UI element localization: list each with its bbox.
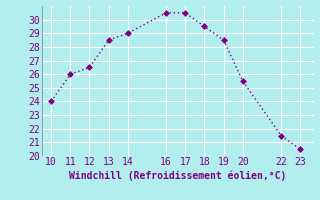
X-axis label: Windchill (Refroidissement éolien,°C): Windchill (Refroidissement éolien,°C)	[69, 170, 286, 181]
